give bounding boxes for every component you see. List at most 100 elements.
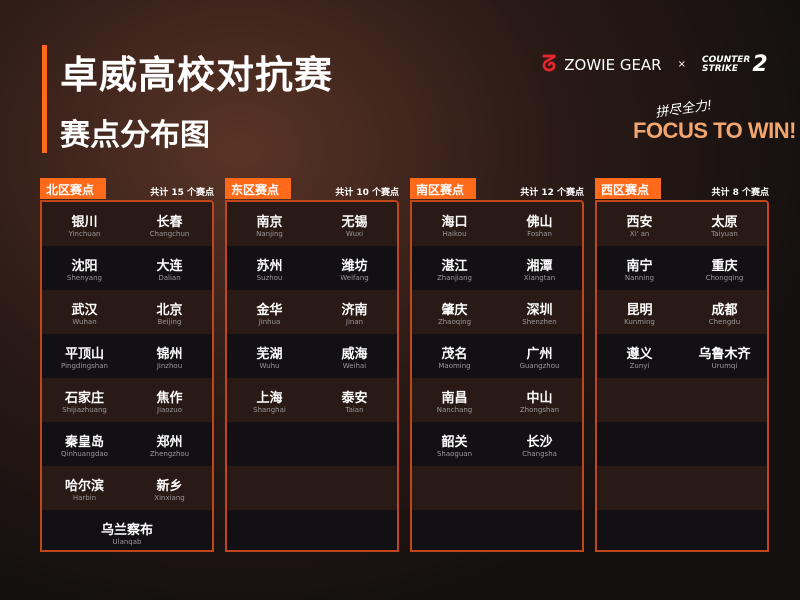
city-pinyin: Changchun <box>149 229 190 238</box>
city-pinyin: Nanning <box>624 273 655 282</box>
city-name: 肇庆 <box>441 302 468 318</box>
city-row: 石家庄 Shijiazhuang 焦作 Jiaozuo <box>42 378 212 422</box>
city-row: 南昌 Nanchang 中山 Zhongshan <box>412 378 582 422</box>
city-item: 无锡 Wuxi <box>315 211 395 238</box>
city-name: 潍坊 <box>341 258 368 274</box>
city-row: 苏州 Suzhou 潍坊 Weifang <box>227 246 397 290</box>
city-item: 南京 Nanjing <box>230 211 310 238</box>
city-pinyin: Taiyuan <box>711 229 738 238</box>
city-pinyin: Zhongshan <box>519 405 560 414</box>
city-item: 潍坊 Weifang <box>315 255 395 282</box>
region-tab: 西区赛点 <box>595 178 661 199</box>
city-pinyin: Kunming <box>624 317 655 326</box>
city-pinyin: Dalian <box>158 273 181 282</box>
city-pinyin: Taian <box>345 405 364 414</box>
city-name: 秦皇岛 <box>64 434 104 450</box>
city-pinyin: Zhanjiang <box>436 273 473 282</box>
city-name: 太原 <box>711 214 738 230</box>
city-item: 沈阳 Shenyang <box>45 255 125 282</box>
city-item: 威海 Weihai <box>315 343 395 370</box>
city-name: 佛山 <box>526 214 553 230</box>
city-row: 海口 Haikou 佛山 Foshan <box>412 202 582 246</box>
city-row: 秦皇岛 Qinhuangdao 郑州 Zhengzhou <box>42 422 212 466</box>
city-pinyin: Chengdu <box>708 317 741 326</box>
city-name: 乌兰察布 <box>100 522 153 538</box>
city-item: 石家庄 Shijiazhuang <box>45 387 125 414</box>
city-name: 金华 <box>256 302 283 318</box>
city-name: 长沙 <box>526 434 553 450</box>
city-name: 海口 <box>441 214 468 230</box>
city-pinyin: Xiangtan <box>523 273 556 282</box>
city-name: 深圳 <box>526 302 553 318</box>
city-pinyin: Qinhuangdao <box>61 449 108 458</box>
city-name: 上海 <box>256 390 283 406</box>
city-pinyin: Chongqing <box>705 273 744 282</box>
city-pinyin: Beijing <box>157 317 182 326</box>
city-name: 大连 <box>156 258 183 274</box>
city-row: 芜湖 Wuhu 威海 Weihai <box>227 334 397 378</box>
city-pinyin: Zhaoqing <box>437 317 472 326</box>
city-item: 秦皇岛 Qinhuangdao <box>45 431 125 458</box>
city-name: 沈阳 <box>71 258 98 274</box>
city-item: 西安 Xi' an <box>600 211 680 238</box>
city-item: 太原 Taiyuan <box>685 211 765 238</box>
empty-row <box>412 510 582 550</box>
city-pinyin: Jiaozuo <box>157 405 182 414</box>
city-row: 平顶山 Pingdingshan 锦州 Jinzhou <box>42 334 212 378</box>
city-name: 南昌 <box>441 390 468 406</box>
city-name: 昆明 <box>626 302 653 318</box>
city-name: 成都 <box>711 302 738 318</box>
empty-row <box>227 510 397 550</box>
empty-row <box>597 510 767 550</box>
city-item: 哈尔滨 Harbin <box>45 475 125 502</box>
city-name: 南宁 <box>626 258 653 274</box>
city-item: 广州 Guangzhou <box>500 343 580 370</box>
city-name: 北京 <box>156 302 183 318</box>
city-name: 哈尔滨 <box>64 478 104 494</box>
city-item: 南昌 Nanchang <box>415 387 495 414</box>
city-row: 韶关 Shaoguan 长沙 Changsha <box>412 422 582 466</box>
city-name: 西安 <box>626 214 653 230</box>
region-count: 共计 8 个赛点 <box>711 188 769 198</box>
city-row: 金华 Jinhua 济南 Jinan <box>227 290 397 334</box>
city-item: 海口 Haikou <box>415 211 495 238</box>
cs-line2: STRIKE <box>702 63 739 74</box>
city-item: 北京 Beijing <box>130 299 210 326</box>
city-item: 重庆 Chongqing <box>685 255 765 282</box>
city-pinyin: Changsha <box>522 449 557 458</box>
city-item: 长春 Changchun <box>130 211 210 238</box>
city-item: 郑州 Zhengzhou <box>130 431 210 458</box>
city-pinyin: Wuhan <box>72 317 97 326</box>
empty-row <box>227 466 397 510</box>
city-item: 上海 Shanghai <box>230 387 310 414</box>
city-pinyin: Nanjing <box>256 229 283 238</box>
city-pinyin: Urumqi <box>711 361 738 370</box>
city-item: 泰安 Taian <box>315 387 395 414</box>
city-row: 西安 Xi' an 太原 Taiyuan <box>597 202 767 246</box>
zowie-logo-icon: ᘔ <box>542 52 557 77</box>
city-item: 苏州 Suzhou <box>230 255 310 282</box>
city-pinyin: Nanchang <box>436 405 473 414</box>
collab-x: × <box>677 59 686 70</box>
city-pinyin: Xi' an <box>629 229 650 238</box>
city-list: 西安 Xi' an 太原 Taiyuan 南宁 Nanning 重庆 Chongqing 昆明 K… <box>595 200 769 552</box>
region-tab: 南区赛点 <box>410 178 476 199</box>
city-row: 武汉 Wuhan 北京 Beijing <box>42 290 212 334</box>
zowie-brand: ZOWIE GEAR <box>564 55 662 74</box>
city-pinyin: Shenzhen <box>522 317 557 326</box>
city-item: 南宁 Nanning <box>600 255 680 282</box>
city-name: 苏州 <box>256 258 283 274</box>
city-item: 遵义 Zunyi <box>600 343 680 370</box>
cs-line1: COUNTER <box>702 54 751 65</box>
slogan-cn: 拼尽全力! <box>654 98 714 121</box>
city-name: 锦州 <box>156 346 183 362</box>
city-name: 中山 <box>526 390 553 406</box>
city-pinyin: Shaoguan <box>436 449 473 458</box>
city-item: 芜湖 Wuhu <box>230 343 310 370</box>
city-item: 昆明 Kunming <box>600 299 680 326</box>
city-pinyin: Harbin <box>72 493 97 502</box>
city-name: 银川 <box>71 214 98 230</box>
slogan-en: FOCUS TO WIN! <box>633 118 796 143</box>
city-row: 乌兰察布 Ulanqab <box>42 510 212 550</box>
city-item: 大连 Dalian <box>130 255 210 282</box>
